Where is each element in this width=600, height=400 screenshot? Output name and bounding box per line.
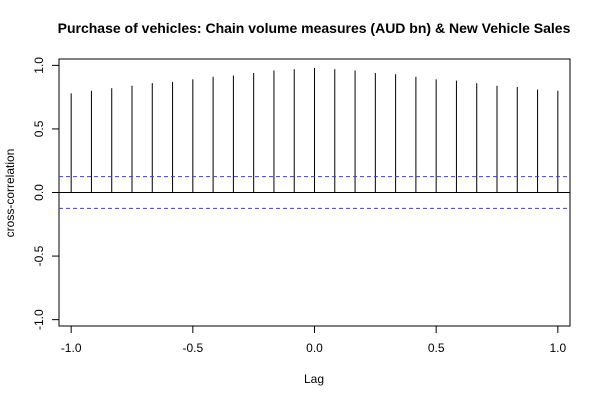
x-tick-label: -0.5 <box>182 341 203 355</box>
chart-title: Purchase of vehicles: Chain volume measu… <box>58 20 571 36</box>
x-tick-label: 1.0 <box>549 341 566 355</box>
y-axis-label: cross-correlation <box>3 149 17 238</box>
y-tick-label: -0.5 <box>32 245 46 266</box>
y-axis: -1.0 -0.5 0.0 0.5 1.0 <box>32 57 60 330</box>
x-axis: -1.0 -0.5 0.0 0.5 1.0 <box>61 325 566 355</box>
y-tick-label: 0.5 <box>32 120 46 137</box>
y-tick-label: 1.0 <box>32 57 46 74</box>
x-axis-label: Lag <box>304 372 324 386</box>
x-tick-label: -1.0 <box>61 341 82 355</box>
y-tick-label: 0.0 <box>32 184 46 201</box>
confidence-lines <box>59 176 570 209</box>
x-tick-label: 0.0 <box>306 341 323 355</box>
bars-group <box>70 67 559 193</box>
x-tick-label: 0.5 <box>428 341 445 355</box>
y-tick-label: -1.0 <box>32 309 46 330</box>
